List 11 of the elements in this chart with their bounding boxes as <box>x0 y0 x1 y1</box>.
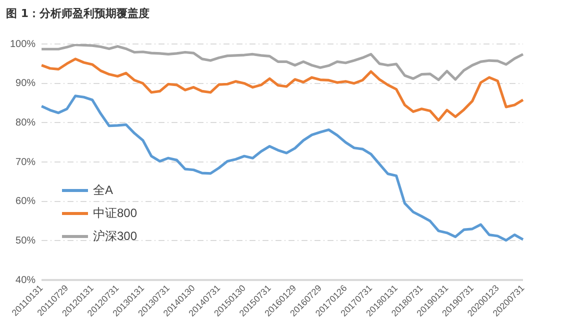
legend-label: 全A <box>93 182 114 199</box>
legend-label: 沪深300 <box>93 228 138 245</box>
legend-label: 中证800 <box>93 205 138 222</box>
y-tick-label: 80% <box>16 117 36 128</box>
y-tick-label: 90% <box>16 78 36 90</box>
y-tick-label: 60% <box>16 196 36 208</box>
y-tick-label: 70% <box>16 156 36 168</box>
y-tick-label: 40% <box>16 274 36 286</box>
chart-title: 图 1：分析师盈利预期覆盖度 <box>6 6 150 21</box>
y-tick-label: 50% <box>16 235 36 246</box>
y-tick-label: 100% <box>10 38 36 50</box>
